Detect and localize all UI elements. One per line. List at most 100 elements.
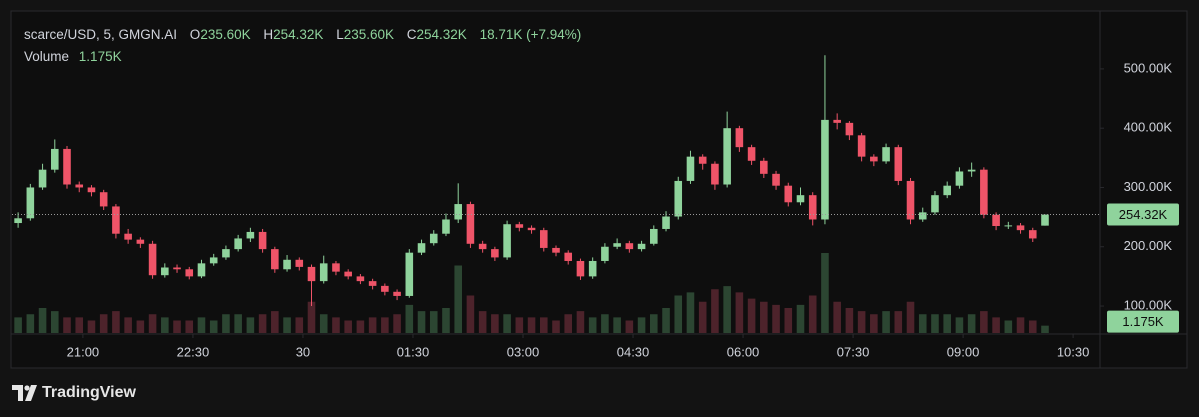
- candle-body: [698, 156, 707, 164]
- volume-bar: [429, 311, 438, 333]
- candle-body: [393, 291, 401, 296]
- candle-body: [662, 216, 670, 229]
- candle-layer: [14, 55, 1049, 307]
- volume-bar: [980, 311, 988, 333]
- last-volume-tag: [1107, 310, 1179, 333]
- candle-body: [466, 204, 475, 244]
- candle-body: [625, 243, 634, 250]
- x-tick-label: 04:30: [617, 344, 650, 359]
- candle-body: [515, 224, 524, 228]
- open-value: 235.60K: [200, 27, 251, 42]
- symbol: scarce/USD, 5, GMGN.AI: [24, 27, 178, 42]
- candle-body: [686, 156, 695, 181]
- candle-body: [197, 263, 206, 277]
- legend: scarce/USD, 5, GMGN.AI O235.60K H254.32K…: [24, 24, 581, 68]
- x-tick-label: 22:30: [177, 344, 210, 359]
- chart-frame: [10, 10, 1188, 369]
- volume-bar: [491, 314, 499, 333]
- candle-body: [63, 148, 71, 185]
- x-tick-label: 06:00: [727, 344, 760, 359]
- candle-body: [148, 243, 157, 276]
- volume-bar: [124, 317, 132, 333]
- candle-body: [772, 173, 780, 186]
- volume-bar: [552, 320, 560, 333]
- high-value: 254.32K: [273, 27, 324, 42]
- x-tick-label: 21:00: [67, 344, 100, 359]
- close-value: 254.32K: [416, 27, 467, 42]
- volume-bar: [601, 314, 609, 333]
- candle-body: [967, 169, 976, 172]
- volume-bar: [539, 317, 548, 333]
- candle-body: [368, 281, 377, 286]
- volume-bar: [992, 317, 1000, 333]
- candle-body: [234, 238, 242, 250]
- last-price-label: 254.32K: [1119, 207, 1168, 222]
- candle-body: [1004, 225, 1013, 227]
- volume-bar: [63, 317, 71, 333]
- candle-body: [478, 243, 487, 250]
- volume-layer: [14, 253, 1049, 333]
- volume-bar: [686, 292, 695, 333]
- candle-body: [747, 147, 756, 161]
- candle-body: [319, 263, 328, 282]
- volume-bar: [271, 311, 279, 333]
- volume-bar: [613, 317, 621, 333]
- candle-body: [564, 252, 573, 261]
- volume-bar: [222, 314, 230, 333]
- volume-bar: [246, 317, 255, 333]
- candle-body: [992, 214, 1000, 226]
- candle-body: [454, 204, 462, 220]
- candle-body: [650, 228, 658, 244]
- volume-bar: [796, 304, 805, 333]
- legend-row: scarce/USD, 5, GMGN.AI O235.60K H254.32K…: [24, 24, 581, 46]
- volume-bar: [747, 298, 756, 333]
- brand-name[interactable]: TradingView: [42, 384, 136, 401]
- candle-body: [955, 171, 964, 186]
- y-tick-label: 200.00K: [1124, 238, 1173, 253]
- volume-bar: [833, 301, 841, 333]
- volume-bar: [698, 301, 707, 333]
- volume-bar: [1041, 325, 1049, 333]
- candle-body: [857, 135, 866, 157]
- candle-body: [173, 267, 181, 270]
- candle-body: [161, 267, 169, 276]
- volume-bar: [564, 314, 573, 333]
- volume-bar: [99, 314, 108, 333]
- volume-bar: [821, 253, 829, 333]
- volume-bar: [112, 311, 120, 333]
- candle-body: [711, 163, 719, 185]
- candle-body: [332, 263, 340, 272]
- volume-bar: [723, 286, 731, 333]
- candle-body: [735, 128, 744, 148]
- volume-bar: [711, 289, 719, 333]
- low-label: L: [336, 27, 344, 42]
- candle-body: [918, 212, 927, 220]
- candle-body: [1028, 230, 1037, 239]
- volume-bar: [185, 320, 194, 333]
- volume-bar: [442, 308, 450, 333]
- candle-body: [99, 192, 108, 207]
- volume-bar: [918, 314, 927, 333]
- brand-logo[interactable]: [12, 385, 38, 401]
- y-tick-label: 100.00K: [1124, 297, 1173, 312]
- volume-bar: [931, 314, 939, 333]
- volume-bar: [381, 317, 389, 333]
- candle-body: [344, 271, 352, 277]
- volume-bar: [344, 320, 352, 333]
- candle-body: [870, 156, 878, 162]
- volume-bar: [906, 301, 915, 333]
- volume-bar: [295, 317, 304, 333]
- close-label: C: [406, 27, 417, 42]
- candle-body: [882, 147, 890, 162]
- candle-body: [124, 233, 132, 240]
- volume-bar: [845, 308, 854, 333]
- volume-bar: [197, 317, 206, 333]
- volume-bar: [38, 308, 47, 333]
- candle-body: [442, 219, 450, 234]
- legend-row: Volume 1.175K: [24, 46, 581, 68]
- candle-body: [112, 206, 120, 234]
- candle-body: [980, 169, 988, 215]
- volume-bar: [405, 304, 414, 333]
- volume-bar: [760, 301, 768, 333]
